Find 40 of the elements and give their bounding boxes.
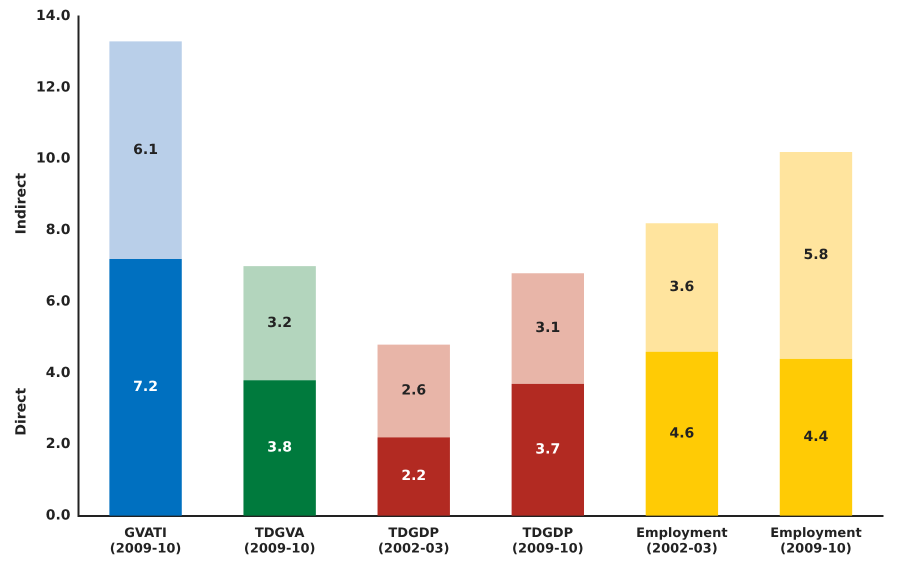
- bar: [378, 344, 450, 438]
- bar: [646, 223, 718, 352]
- data-label: 4.6: [669, 425, 694, 442]
- data-label: 5.8: [804, 247, 828, 264]
- bar: [243, 380, 316, 516]
- y-tick-label: 0.0: [46, 507, 71, 524]
- data-label: 3.6: [669, 279, 694, 296]
- data-label: 6.1: [133, 142, 158, 158]
- data-label: 3.7: [535, 441, 560, 458]
- x-tick-label: TDGDP (2002-03): [378, 526, 450, 557]
- bar: [512, 273, 584, 384]
- x-tick-label: Employment (2009-10): [770, 526, 862, 557]
- y-tick-label: 2.0: [46, 436, 71, 452]
- data-label: 3.1: [535, 320, 560, 336]
- y-tick-label: 4.0: [46, 364, 71, 381]
- data-label: 2.6: [401, 382, 426, 399]
- y-tick-label: 6.0: [46, 293, 71, 310]
- x-tick-label: Employment (2002-03): [636, 526, 728, 557]
- bar: [378, 437, 450, 516]
- bar: [646, 352, 718, 516]
- bar: [512, 384, 584, 516]
- y-tick-label: 12.0: [36, 79, 71, 96]
- y-tick-label: 14.0: [36, 8, 71, 24]
- bar: [109, 41, 182, 259]
- data-label: 7.2: [133, 379, 158, 396]
- y-tick-label: 8.0: [46, 222, 71, 238]
- data-label: 3.2: [267, 314, 292, 331]
- y-tick-label: 10.0: [36, 150, 71, 167]
- data-label: 4.4: [804, 428, 829, 445]
- data-label: 2.2: [401, 468, 426, 484]
- text: Direct: [14, 388, 30, 436]
- text: Indirect: [14, 172, 30, 234]
- x-tick-label: TDGDP (2009-10): [512, 526, 584, 557]
- bar: [243, 266, 316, 380]
- bar: [780, 152, 852, 359]
- bar: [780, 358, 852, 516]
- bar: [109, 258, 182, 516]
- data-label: 3.8: [267, 440, 292, 456]
- x-tick-label: GVATI (2009-10): [110, 526, 182, 557]
- x-tick-label: TDGVA (2009-10): [244, 526, 316, 557]
